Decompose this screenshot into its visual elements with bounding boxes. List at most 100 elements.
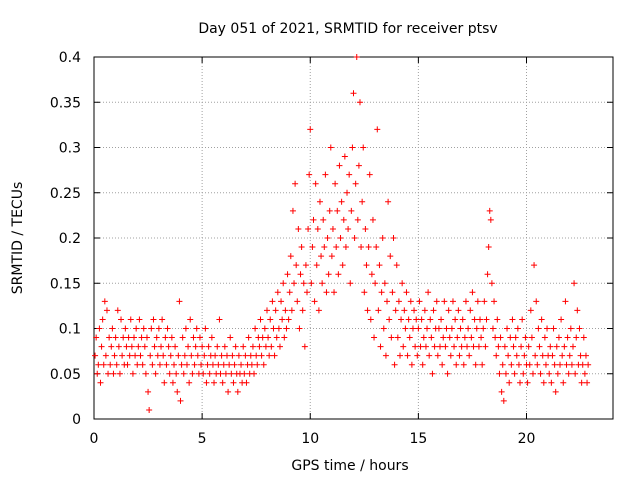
data-point — [180, 370, 187, 377]
data-point — [326, 207, 333, 214]
data-point — [419, 361, 426, 368]
data-point — [174, 388, 181, 395]
data-point — [278, 298, 285, 305]
data-point — [127, 316, 134, 323]
data-point — [253, 352, 260, 359]
data-point — [389, 289, 396, 296]
data-point — [526, 361, 533, 368]
data-point — [143, 334, 150, 341]
data-point — [111, 352, 118, 359]
data-point — [96, 325, 103, 332]
data-point — [298, 244, 305, 251]
data-point — [228, 370, 235, 377]
data-point — [313, 262, 320, 269]
data-point — [266, 352, 273, 359]
data-point — [201, 352, 208, 359]
data-point — [338, 198, 345, 205]
data-point — [219, 379, 226, 386]
data-point — [546, 370, 553, 377]
data-point — [169, 379, 176, 386]
data-point — [371, 334, 378, 341]
data-point — [99, 316, 106, 323]
data-point — [254, 361, 261, 368]
data-point — [269, 298, 276, 305]
data-point — [510, 343, 517, 350]
data-point — [365, 244, 372, 251]
data-point — [567, 325, 574, 332]
data-point — [568, 361, 575, 368]
data-point — [468, 334, 475, 341]
data-point — [92, 352, 99, 359]
data-point — [394, 334, 401, 341]
data-point — [220, 361, 227, 368]
data-point — [375, 307, 382, 314]
y-tick-label: 0.3 — [59, 141, 81, 157]
data-point — [261, 325, 268, 332]
data-point — [152, 370, 159, 377]
data-point — [154, 352, 161, 359]
data-point — [165, 343, 172, 350]
data-point — [455, 307, 462, 314]
data-point — [540, 379, 547, 386]
data-point — [454, 334, 461, 341]
data-point — [132, 352, 139, 359]
data-point — [146, 406, 153, 413]
data-point — [264, 307, 270, 314]
data-point — [470, 343, 477, 350]
axis-ticks: 0 5 10 15 20 0 0.05 0.1 0.15 0.2 0.25 0.3 0.35 0.4 — [50, 50, 613, 447]
data-point — [172, 343, 179, 350]
data-point — [547, 343, 554, 350]
data-point — [565, 370, 572, 377]
data-point — [367, 316, 374, 323]
data-point — [445, 307, 452, 314]
data-point — [406, 334, 413, 341]
data-point — [460, 361, 467, 368]
data-point — [399, 280, 406, 287]
data-point — [473, 325, 480, 332]
data-point — [504, 325, 511, 332]
data-point — [527, 307, 534, 314]
data-point — [205, 343, 212, 350]
data-point — [256, 343, 263, 350]
y-tick-label: 0.05 — [50, 367, 81, 383]
data-point — [501, 343, 508, 350]
data-point — [434, 352, 441, 359]
data-point — [472, 361, 479, 368]
data-point — [352, 180, 359, 187]
data-point — [119, 352, 126, 359]
y-tick-label: 0 — [72, 412, 81, 428]
data-point — [549, 352, 556, 359]
data-point — [431, 343, 438, 350]
data-point — [305, 225, 312, 232]
data-point — [515, 361, 522, 368]
data-point — [446, 334, 453, 341]
data-point — [156, 361, 163, 368]
data-point — [296, 325, 303, 332]
data-point — [175, 352, 182, 359]
data-point — [531, 262, 538, 269]
data-point — [537, 370, 544, 377]
data-point — [415, 325, 422, 332]
data-point — [466, 352, 473, 359]
data-point — [498, 388, 505, 395]
data-point — [118, 316, 125, 323]
data-point — [139, 361, 146, 368]
data-point — [475, 343, 482, 350]
data-point — [425, 289, 432, 296]
data-point — [579, 361, 586, 368]
data-point — [507, 334, 514, 341]
data-point — [364, 307, 371, 314]
data-point — [534, 361, 541, 368]
data-point — [133, 325, 140, 332]
data-point — [361, 289, 368, 296]
data-point — [279, 316, 286, 323]
data-point — [325, 271, 332, 278]
data-point — [114, 307, 121, 314]
y-axis-label: SRMTID / TECUs — [10, 182, 26, 295]
data-point — [292, 180, 299, 187]
data-point — [124, 361, 131, 368]
data-point — [366, 171, 373, 178]
data-point — [574, 307, 581, 314]
data-point — [231, 361, 238, 368]
data-point — [427, 316, 434, 323]
